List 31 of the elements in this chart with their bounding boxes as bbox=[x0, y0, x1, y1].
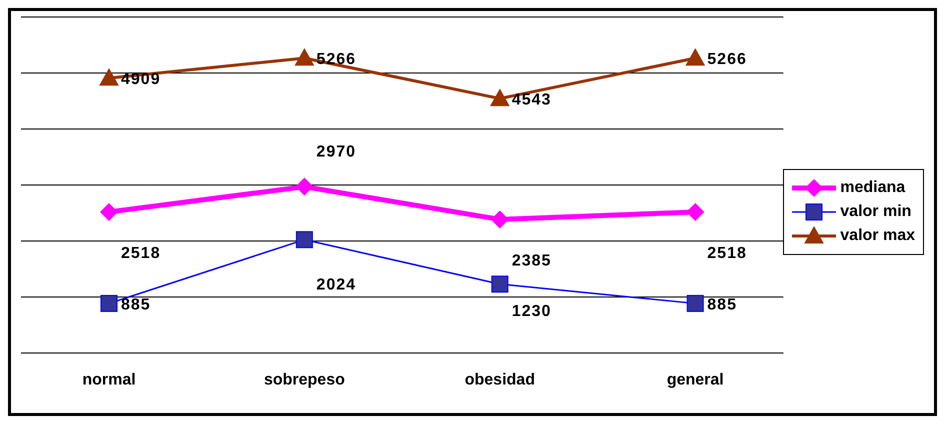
data-label: 5266 bbox=[316, 51, 356, 68]
data-label: 5266 bbox=[707, 51, 747, 68]
point bbox=[491, 276, 508, 293]
data-label: 1230 bbox=[512, 303, 552, 320]
x-tick-label: normal bbox=[82, 371, 136, 388]
data-label: 2385 bbox=[512, 252, 552, 270]
data-label: 2970 bbox=[316, 144, 356, 161]
legend-label: valor max bbox=[840, 227, 915, 245]
point bbox=[100, 202, 118, 221]
data-label: 2024 bbox=[316, 276, 356, 294]
x-tick-label: general bbox=[666, 371, 724, 388]
legend-label: mediana bbox=[840, 179, 906, 197]
point bbox=[294, 48, 314, 66]
data-label: 2518 bbox=[121, 244, 161, 262]
data-label: 4543 bbox=[512, 92, 552, 109]
point bbox=[490, 89, 510, 106]
legend-label: valor min bbox=[840, 203, 912, 221]
point bbox=[100, 294, 118, 312]
point bbox=[296, 231, 313, 248]
point bbox=[490, 210, 509, 228]
x-tick-label: sobrepeso bbox=[264, 371, 346, 388]
x-tick-label: obesidad bbox=[464, 371, 535, 388]
data-label: 885 bbox=[707, 296, 737, 314]
data-label: 4909 bbox=[121, 71, 161, 88]
point bbox=[100, 68, 118, 86]
point bbox=[686, 202, 704, 221]
point bbox=[686, 294, 704, 312]
data-label: 885 bbox=[121, 296, 151, 314]
point bbox=[295, 178, 314, 196]
point bbox=[686, 48, 705, 66]
data-label: 2518 bbox=[707, 244, 747, 262]
